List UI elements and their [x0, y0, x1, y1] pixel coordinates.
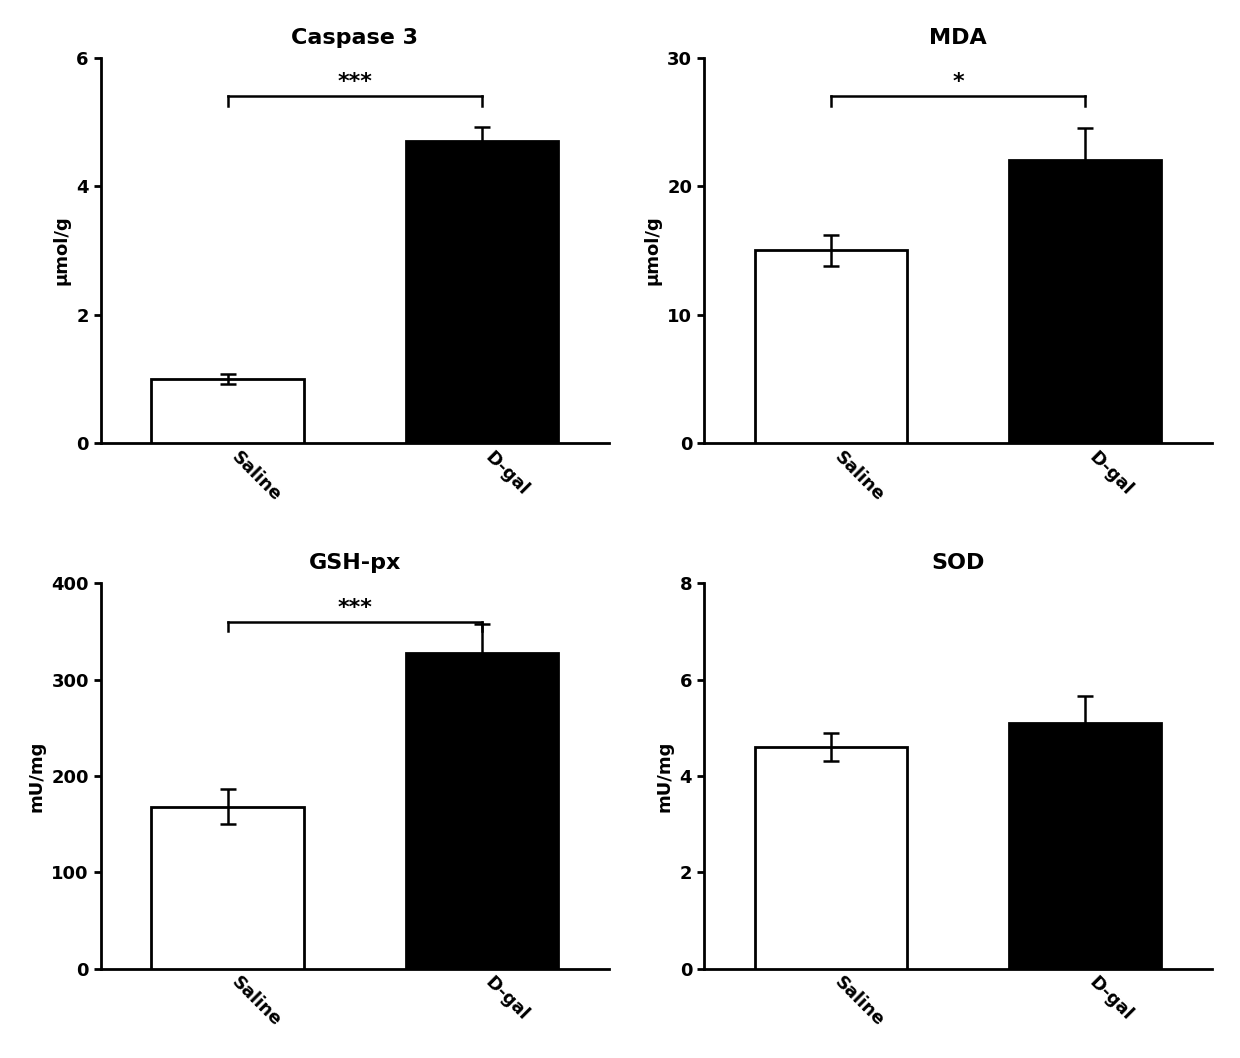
Title: Caspase 3: Caspase 3 [291, 28, 418, 48]
Bar [405, 141, 558, 443]
Text: ***: *** [337, 72, 372, 92]
Title: GSH-px: GSH-px [309, 553, 401, 573]
Bar [151, 807, 304, 969]
Y-axis label: μmol/g: μmol/g [644, 216, 662, 286]
Y-axis label: mU/mg: mU/mg [656, 741, 675, 811]
Bar [1009, 723, 1162, 969]
Y-axis label: μmol/g: μmol/g [53, 216, 71, 286]
Bar [405, 653, 558, 969]
Bar [151, 379, 304, 443]
Text: ***: *** [337, 598, 372, 618]
Bar [755, 251, 908, 443]
Title: SOD: SOD [931, 553, 985, 573]
Text: *: * [952, 72, 963, 92]
Bar [755, 747, 908, 969]
Title: MDA: MDA [929, 28, 987, 48]
Bar [1009, 161, 1162, 443]
Y-axis label: mU/mg: mU/mg [27, 741, 46, 811]
